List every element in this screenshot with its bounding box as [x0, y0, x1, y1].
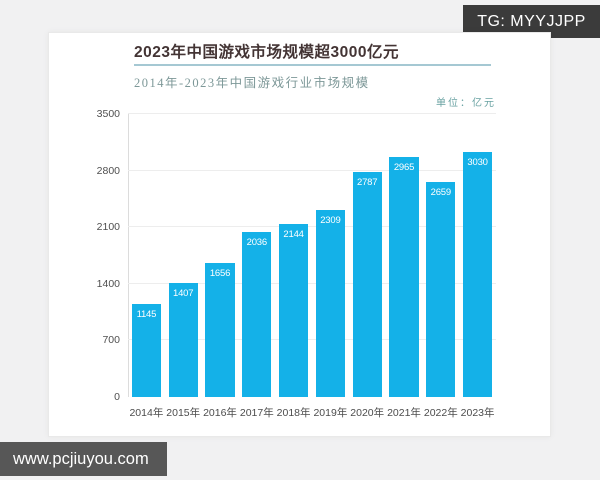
- bar-value-label: 2659: [430, 187, 452, 199]
- x-tick-label: 2014年: [129, 407, 164, 419]
- bar-2022年: 2659: [426, 182, 456, 397]
- bar-2020年: 2787: [352, 171, 382, 397]
- y-tick-label: 2100: [96, 221, 120, 234]
- bar-value-label: 1407: [173, 288, 194, 300]
- y-axis-line: [128, 114, 129, 397]
- y-tick-label: 700: [102, 334, 120, 347]
- gridline: [128, 169, 496, 171]
- gridline: [128, 226, 496, 228]
- y-tick-label: 0: [114, 391, 120, 403]
- gridline: [128, 282, 496, 284]
- bar-2017年: 2036: [242, 232, 272, 397]
- bar-2014年: 1145: [131, 304, 161, 397]
- bar-2021年: 2965: [389, 157, 419, 397]
- watermark-text: www.pcjiuyou.com: [13, 449, 149, 468]
- x-tick-label: 2017年: [239, 407, 274, 419]
- plot-area: 0 700 1400 2100 2800 3500 1145 2014年 1407 2015年 16…: [97, 108, 496, 419]
- x-tick-label: 2020年: [350, 407, 385, 419]
- unit-label: 单位：亿元: [436, 98, 496, 109]
- gridline: [128, 339, 496, 341]
- x-tick-label: 2021年: [387, 407, 421, 419]
- y-tick-label: 2800: [96, 164, 120, 177]
- bar-2023年: 3030: [463, 152, 493, 397]
- bar-2016年: 1656: [205, 263, 235, 397]
- x-tick-label: 2019年: [313, 407, 348, 419]
- bar-value-label: 2036: [246, 237, 268, 249]
- x-tick-label: 2016年: [203, 407, 237, 419]
- bar-2018年: 2144: [279, 223, 309, 397]
- chart-card: 2023年中国游戏市场规模超3000亿元 2014年-2023年中国游戏行业市场…: [48, 32, 551, 437]
- title-underline: [134, 64, 491, 66]
- telegram-contact-text: TG: MYYJJPP: [477, 12, 586, 30]
- bar-value-label: 2787: [357, 176, 378, 188]
- y-tick-label: 3500: [96, 108, 120, 120]
- watermark-badge: www.pcjiuyou.com: [0, 442, 167, 476]
- y-tick-label: 1400: [96, 277, 120, 290]
- x-tick-label: 2018年: [276, 407, 311, 419]
- bar-value-label: 3030: [467, 157, 488, 169]
- bar-value-label: 2965: [393, 162, 415, 174]
- bar-2015年: 1407: [168, 283, 198, 397]
- bar-value-label: 1656: [209, 268, 231, 280]
- chart-subtitle: 2014年-2023年中国游戏行业市场规模: [134, 76, 370, 90]
- x-tick-label: 2022年: [423, 407, 458, 419]
- x-tick-label: 2023年: [460, 407, 495, 419]
- gridline: [128, 113, 496, 114]
- article-title: 2023年中国游戏市场规模超3000亿元: [134, 44, 399, 61]
- bar-value-label: 2144: [283, 228, 304, 240]
- bar-value-label: 2309: [320, 215, 341, 227]
- bar-value-label: 1145: [136, 309, 157, 321]
- bar-2019年: 2309: [315, 210, 345, 397]
- x-tick-label: 2015年: [166, 407, 201, 419]
